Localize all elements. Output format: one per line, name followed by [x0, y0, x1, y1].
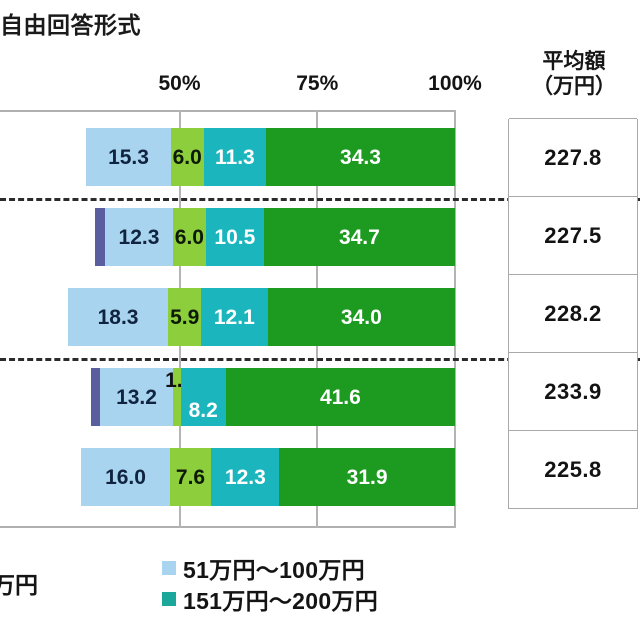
bar-segment-dark-green[interactable]: 34.0 — [267, 288, 455, 346]
bar-segment-yellow-green[interactable]: 7.6 — [169, 448, 212, 506]
segment-value-label: 12.1 — [213, 305, 255, 329]
x-tick-label-75: 75% — [296, 72, 339, 95]
legend-item[interactable]: 51万円～100万円 — [162, 552, 378, 583]
group-divider — [0, 198, 640, 201]
segment-value-label: 7.6 — [175, 465, 206, 489]
average-value-table: 227.8 227.5 228.2 233.9 225.8 — [508, 118, 638, 509]
legend: 51万円～100万円 151万円～200万円 — [162, 552, 378, 614]
legend-label: 51万円～100万円 — [183, 556, 365, 583]
segment-value-label: 34.0 — [340, 305, 382, 329]
segment-value-label: 12.3 — [224, 465, 266, 489]
bar-segment-teal[interactable] — [180, 368, 226, 426]
segment-value-label: 12.3 — [118, 225, 160, 249]
segment-value-label: 34.7 — [338, 225, 380, 249]
bar-segment-dark-green[interactable]: 41.6 — [225, 368, 455, 426]
average-cell: 228.2 — [509, 274, 637, 353]
bar-segment-teal[interactable]: 11.3 — [203, 128, 266, 186]
bar-row[interactable]: 12.3 6.0 10.5 34.7 — [0, 208, 455, 266]
segment-value-label: 31.9 — [346, 465, 388, 489]
average-cell: 227.5 — [509, 196, 637, 275]
bar-row[interactable]: 16.0 7.6 12.3 31.9 — [0, 448, 455, 506]
bar-segment-teal[interactable]: 12.3 — [211, 448, 280, 506]
legend-item[interactable]: 151万円～200万円 — [162, 583, 378, 614]
x-axis-tick-labels: 50% 75% 100% — [0, 72, 640, 98]
average-cell: 225.8 — [509, 430, 637, 509]
bar-segment-teal[interactable]: 12.1 — [200, 288, 268, 346]
segment-value-label: 34.3 — [340, 145, 381, 169]
segment-value-label: 41.6 — [319, 385, 361, 409]
segment-value-label: 5.9 — [170, 305, 200, 329]
segment-value-label: 10.5 — [214, 225, 256, 249]
legend-label: 151万円～200万円 — [183, 587, 379, 614]
legend-cropped-text: 万円 — [0, 572, 38, 598]
bar-segment-indigo[interactable] — [91, 368, 101, 426]
bar-segment-teal[interactable]: 10.5 — [205, 208, 264, 266]
plot-frame — [0, 110, 455, 528]
average-value: 225.8 — [544, 456, 602, 482]
legend-swatch-icon — [162, 560, 176, 575]
average-cell: 233.9 — [509, 352, 637, 431]
bar-segment-light-blue[interactable]: 12.3 — [105, 208, 173, 266]
segment-value-label: 6.0 — [172, 145, 202, 169]
bar-segment-dark-green[interactable]: 34.7 — [263, 208, 455, 266]
bar-segment-light-blue[interactable]: 15.3 — [86, 128, 171, 186]
bar-row[interactable]: 18.3 5.9 12.1 34.0 — [0, 288, 455, 346]
bar-segment-yellow-green[interactable]: 6.0 — [170, 128, 204, 186]
segment-value-label: 16.0 — [105, 465, 146, 489]
bar-segment-light-blue[interactable]: 16.0 — [81, 448, 170, 506]
average-value: 227.5 — [544, 222, 602, 248]
plot-area: 15.3 6.0 11.3 34.3 12.3 6.0 10.5 34.7 18.3 5.9 12.… — [0, 110, 456, 535]
average-cell: 227.8 — [509, 118, 637, 197]
bar-segment-dark-green[interactable]: 34.3 — [266, 128, 455, 186]
segment-value-label: 15.3 — [108, 145, 149, 169]
segment-value-label: 8.2 — [188, 399, 218, 422]
segment-value-label: 11.3 — [215, 145, 255, 169]
average-header-line2: （万円） — [532, 74, 616, 98]
bar-segment-yellow-green[interactable]: 5.9 — [168, 288, 201, 346]
average-value: 227.8 — [544, 144, 602, 170]
bar-segment-yellow-green[interactable] — [172, 368, 181, 426]
x-tick-label-50: 50% — [158, 72, 201, 95]
group-divider — [0, 358, 640, 361]
segment-value-label: 18.3 — [97, 305, 139, 329]
bar-segment-light-blue[interactable]: 13.2 — [100, 368, 173, 426]
bar-segment-light-blue[interactable]: 18.3 — [67, 288, 169, 346]
bar-segment-dark-green[interactable]: 31.9 — [279, 448, 455, 506]
legend-swatch-icon — [162, 591, 176, 606]
page-title: 自由回答形式 — [0, 12, 141, 38]
segment-value-label: 13.2 — [116, 385, 157, 409]
average-column-header: 平均額 （万円） — [508, 50, 640, 100]
bar-row[interactable]: 13.21.48.241.6 — [0, 368, 455, 426]
average-value: 233.9 — [544, 378, 602, 404]
segment-value-label: 6.0 — [174, 225, 204, 249]
bar-segment-yellow-green[interactable]: 6.0 — [172, 208, 206, 266]
bar-segment-indigo[interactable] — [95, 208, 106, 266]
bar-row[interactable]: 15.3 6.0 11.3 34.3 — [0, 128, 455, 186]
gridline-100 — [454, 110, 456, 528]
x-tick-label-100: 100% — [428, 72, 482, 95]
average-header-line1: 平均額 — [542, 50, 606, 73]
average-value: 228.2 — [544, 300, 602, 326]
